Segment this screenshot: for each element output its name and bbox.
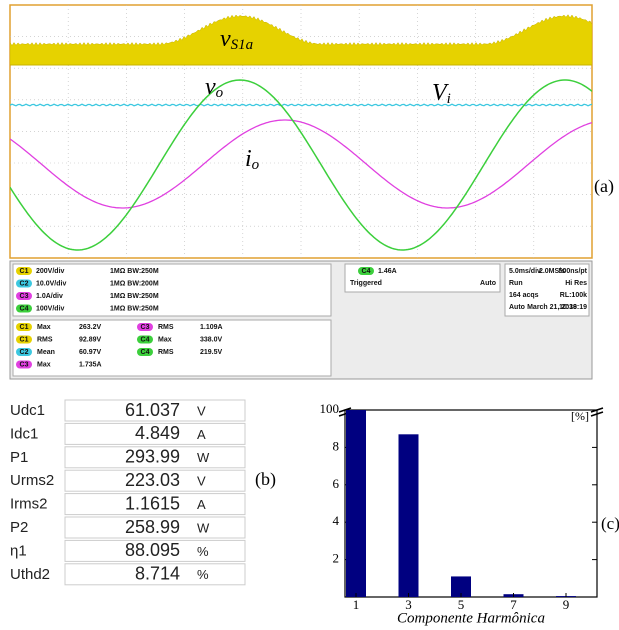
trigger-mode: Auto [480,280,496,287]
waveform-label-main: v [205,74,216,100]
row-value: 258.99 [125,517,180,537]
row-unit: % [197,544,209,559]
channel-coupling: 1MΩ BW:200M [110,280,159,287]
row-unit: V [197,403,206,418]
timebase-field: Hi Res [565,280,587,287]
row-label: Irms2 [10,496,48,513]
timebase-field: Auto [509,304,525,311]
channel-coupling: 1MΩ BW:250M [110,293,159,300]
row-label: Idc1 [10,425,38,442]
x-tick-label: 9 [563,597,570,612]
row-label: P2 [10,519,28,536]
measure-value: 219.5V [200,349,223,356]
channel-badge-label: C1 [20,268,29,275]
y-tick-label: 100 [320,401,340,416]
channel-scale: 1.0A/div [36,293,63,300]
row-label: Uthd2 [10,566,50,583]
channel-badge-label: C3 [20,293,29,300]
measure-name: RMS [158,349,174,356]
channel-badge-label: C3 [141,324,150,331]
timebase-field: 500ns/pt [559,268,588,275]
row-unit: A [197,497,206,512]
channel-badge-label: C3 [20,361,29,368]
row-label: Urms2 [10,472,54,489]
timebase-field: RL:100k [560,292,587,299]
row-value: 8.714 [135,564,180,584]
row-unit: W [197,520,210,535]
waveform-label-sub: o [216,85,224,101]
measure-value: 60.97V [79,349,102,356]
channel-badge-label: C4 [20,305,29,312]
channel-coupling: 1MΩ BW:250M [110,305,159,312]
timebase-field: 164 acqs [509,292,539,299]
channel-badge-label: C4 [141,349,150,356]
row-value: 4.849 [135,423,180,443]
row-unit: A [197,427,206,442]
channel-scale: 200V/div [36,268,65,275]
waveform-label-main: i [245,146,252,172]
y-tick-label: 6 [333,476,340,491]
y-tick-label: 2 [333,551,340,566]
measure-value: 92.89V [79,336,102,343]
channel-badge-label: C2 [20,280,29,287]
waveform-label-sub: i [447,91,451,107]
panel-label: (b) [255,469,276,490]
waveform-label-sub: S1a [231,37,254,53]
measure-name: RMS [158,324,174,331]
row-label: Udc1 [10,402,45,419]
measure-value: 1.735A [79,361,102,368]
row-value: 223.03 [125,470,180,490]
row-unit: V [197,474,206,489]
measure-value: 1.109A [200,324,223,331]
page: { "scope": { "panel_label": "(a)", "wave… [0,0,619,630]
channel-badge-label: C2 [20,349,29,356]
channel-badge-label: C4 [362,268,371,275]
row-label: η1 [10,542,27,559]
row-unit: % [197,567,209,582]
measure-value: 338.0V [200,336,223,343]
measure-name: RMS [37,336,53,343]
row-value: 88.095 [125,540,180,560]
x-axis-label: Componente Harmônica [397,610,545,626]
timebase-field: 10:39:19 [559,304,587,311]
waveform-label-sub: o [252,157,260,173]
timebase-field: Run [509,280,523,287]
unit-label: [%] [571,409,589,423]
y-tick-label: 4 [333,513,340,528]
channel-coupling: 1MΩ BW:250M [110,268,159,275]
row-unit: W [197,450,210,465]
channel-scale: 100V/div [36,305,65,312]
bar [399,434,419,597]
measure-name: Max [158,336,172,343]
measure-value: 263.2V [79,324,102,331]
figure: vS1avoViio(a)C1200V/div1MΩ BW:250MC210.0… [0,0,619,630]
waveform-label-main: v [220,26,231,52]
panel-label: (a) [594,176,614,197]
channel-scale: 10.0V/div [36,280,66,287]
x-tick-label: 1 [353,597,360,612]
channel-badge-label: C1 [20,336,29,343]
y-tick-label: 8 [333,438,340,453]
measure-name: Max [37,361,51,368]
channel-badge-label: C1 [20,324,29,331]
row-value: 61.037 [125,400,180,420]
trigger-level: 1.46A [378,268,397,275]
measure-name: Mean [37,349,55,356]
channel-badge-label: C4 [141,336,150,343]
row-label: P1 [10,449,28,466]
row-value: 1.1615 [125,493,180,513]
panel-label: (c) [601,514,619,533]
timebase-field: 5.0ms/div [509,268,541,275]
plot-frame [345,410,597,597]
trigger-state: Triggered [350,280,382,287]
row-value: 293.99 [125,447,180,467]
measure-name: Max [37,324,51,331]
